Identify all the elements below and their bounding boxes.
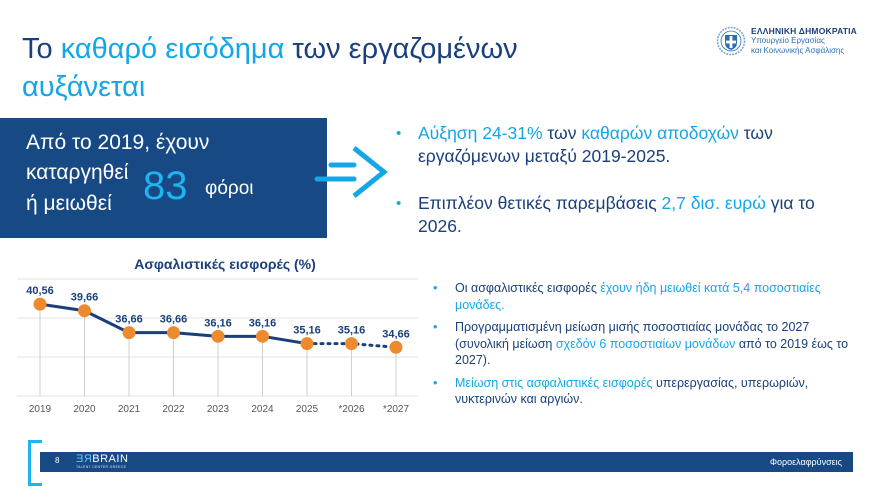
box-line-1: Από το 2019, έχουν [26, 131, 210, 154]
right-arrow-icon [314, 146, 389, 198]
bullet-text: Μείωση στις ασφαλιστικές εισφορές υπερερ… [455, 375, 809, 407]
title-line-1: Το καθαρό εισόδημα των εργαζομένων [22, 30, 582, 68]
bullet-item: • Αύξηση 24-31% των καθαρών αποδοχών των … [396, 122, 856, 168]
taxes-unit: φόροι [205, 178, 254, 199]
logo-country: ΕΛΛΗΝΙΚΗ ΔΗΜΟΚΡΑΤΙΑ [751, 26, 858, 36]
title-segment: των εργαζομένων [284, 33, 518, 65]
logo-ministry-2: και Κοινωνικής Ασφάλισης [751, 46, 845, 55]
x-tick-label: 2025 [296, 404, 319, 415]
bullet-item: • Επιπλέον θετικές παρεμβάσεις 2,7 δισ. ε… [396, 192, 856, 238]
page-title: Το καθαρό εισόδημα των εργαζομένων αυξάν… [22, 30, 582, 106]
bullet-text: Προγραμματισμένη μείωση μισής ποσοστιαία… [455, 320, 849, 367]
bullet-text: Επιπλέον θετικές παρεμβάσεις 2,7 δισ. ευ… [418, 193, 815, 236]
x-tick-label: 2020 [73, 404, 96, 415]
data-label: 36,16 [249, 317, 277, 329]
title-line-2: αυξάνεται [22, 71, 146, 103]
data-point [300, 337, 314, 351]
chart-title: Ασφαλιστικές εισφορές (%) [134, 256, 316, 272]
taxes-count: 83 [143, 164, 188, 208]
taxes-highlight-box: Από το 2019, έχουν καταργηθεί ή μειωθεί … [0, 118, 327, 238]
data-label: 36,66 [115, 314, 143, 326]
x-tick-label: *2026 [338, 404, 365, 415]
x-tick-label: 2021 [118, 404, 141, 415]
bullet-item: • Προγραμματισμένη μείωση μισής ποσοστιαί… [430, 319, 850, 369]
x-tick-label: 2019 [29, 404, 52, 415]
data-point [256, 329, 269, 343]
section-label: Φοροελαφρύνσεις [769, 457, 842, 467]
contributions-notes-list: • Οι ασφαλιστικές εισφορές έχουν ήδη μειω… [430, 280, 850, 414]
data-label: 34,66 [382, 328, 410, 340]
footer-bar [40, 452, 853, 472]
contributions-line-chart: 40,56 2019 39,66 2020 36,66 2021 36,66 2022 36,1… [17, 278, 418, 415]
bullet-icon: • [433, 375, 438, 390]
data-point [211, 329, 225, 343]
data-point [167, 326, 180, 340]
x-tick-label: 2022 [162, 404, 185, 415]
key-points-list: • Αύξηση 24-31% των καθαρών αποδοχών των … [396, 122, 856, 262]
box-line-2: καταργηθεί [26, 161, 129, 184]
x-tick-label: *2027 [383, 404, 410, 415]
data-point [78, 304, 91, 318]
bullet-icon: • [433, 320, 438, 334]
bullet-item: • Οι ασφαλιστικές εισφορές έχουν ήδη μειω… [430, 280, 850, 313]
bullet-icon: • [396, 195, 402, 212]
brand-name: BRAIN [92, 453, 129, 465]
title-segment: καθαρό εισόδημα [60, 33, 285, 65]
data-point [389, 340, 403, 354]
footer-bracket [28, 440, 42, 486]
box-line-3: ή μειωθεί [26, 192, 112, 215]
rebrain-logo: ƎЯBRAIN [76, 453, 128, 465]
data-label: 39,66 [71, 292, 99, 304]
logo-ministry-1: Υπουργείο Εργασίας [751, 36, 825, 45]
data-point [33, 297, 47, 311]
x-tick-label: 2024 [251, 404, 274, 415]
bullet-text: Οι ασφαλιστικές εισφορές έχουν ήδη μειωθ… [455, 281, 821, 312]
page-number: 8 [55, 456, 60, 465]
data-point [345, 337, 358, 351]
bullet-icon: • [396, 125, 402, 142]
data-label: 35,16 [293, 325, 321, 337]
data-label: 40,56 [26, 285, 54, 297]
bullet-icon: • [433, 281, 438, 295]
x-tick-label: 2023 [207, 404, 230, 415]
greek-coat-of-arms-icon [716, 26, 746, 56]
bullet-text: Αύξηση 24-31% των καθαρών αποδοχών των ε… [418, 123, 773, 166]
data-label: 36,16 [204, 317, 232, 329]
brand-subtitle: TALENT CENTER GREECE [76, 465, 127, 469]
data-point [122, 326, 136, 340]
ministry-logo: ΕΛΛΗΝΙΚΗ ΔΗΜΟΚΡΑΤΙΑ Υπουργείο Εργασίας κ… [716, 26, 857, 56]
title-segment: Το [22, 33, 61, 65]
data-label: 36,66 [160, 314, 188, 326]
data-label: 35,16 [338, 325, 366, 337]
brand-prefix: ƎЯ [76, 453, 93, 465]
bullet-item: • Μείωση στις ασφαλιστικές εισφορές υπερε… [430, 375, 850, 408]
